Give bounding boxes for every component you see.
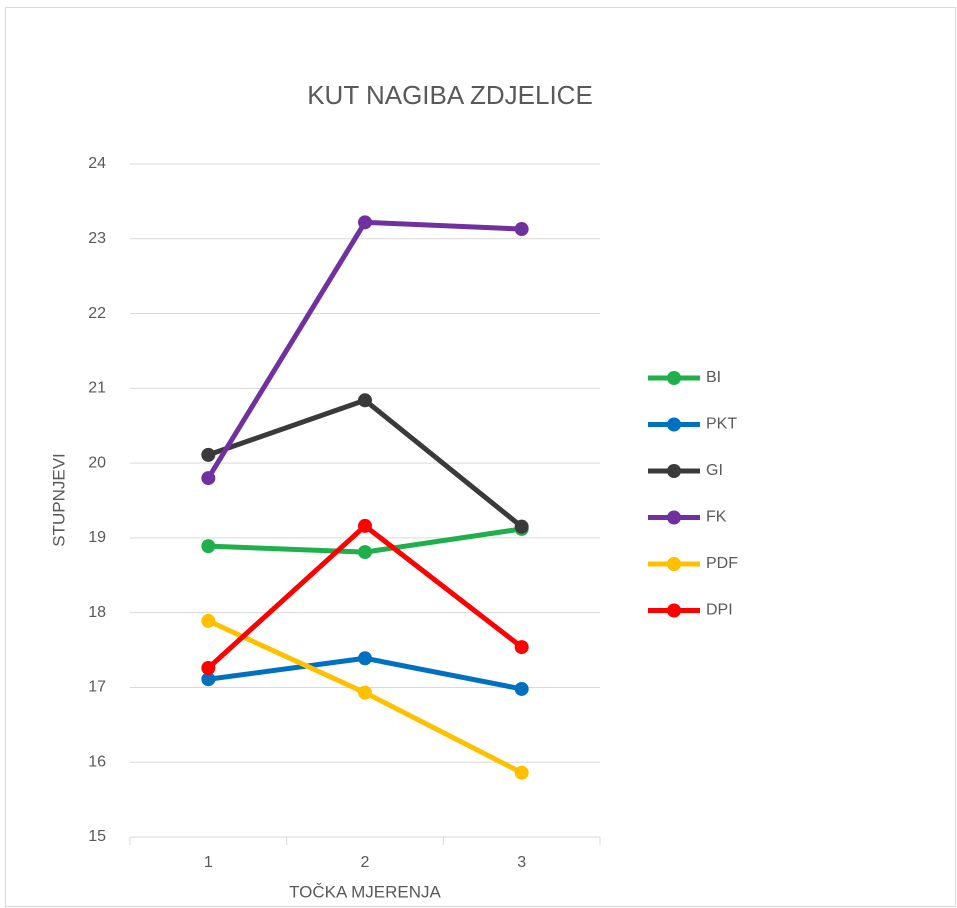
y-tick-label: 22 [88, 305, 106, 322]
legend-swatch-dot [667, 510, 681, 525]
legend-swatch-dot [667, 371, 681, 385]
y-tick-label: 16 [88, 753, 106, 770]
legend-label: PKT [706, 416, 737, 433]
x-axis-title: TOČKA MJERENJA [289, 882, 441, 901]
legend-swatch-dot [667, 464, 681, 478]
data-point [358, 545, 372, 560]
y-tick-label: 21 [88, 380, 106, 397]
y-tick-label: 17 [88, 679, 106, 696]
y-axis-title: STUPNJEVI [49, 453, 68, 547]
data-point [358, 685, 372, 700]
data-point [358, 651, 372, 666]
data-point [358, 393, 372, 408]
data-point [514, 222, 529, 237]
x-tick-label: 3 [517, 854, 526, 871]
legend-label: DPI [706, 602, 733, 619]
data-point [201, 672, 216, 687]
data-point [358, 215, 372, 230]
data-point [201, 661, 216, 676]
data-point [514, 765, 529, 780]
data-point [514, 519, 529, 534]
legend-label: FK [706, 509, 727, 526]
legend-label: PDF [706, 555, 738, 572]
chart-title: KUT NAGIBA ZDJELICE [307, 80, 593, 110]
y-tick-label: 15 [88, 828, 106, 845]
data-point [514, 640, 529, 655]
y-tick-label: 19 [88, 529, 106, 546]
chart-border [5, 7, 956, 907]
y-tick-label: 24 [88, 155, 106, 172]
data-point [514, 681, 529, 696]
data-point [201, 471, 216, 486]
x-tick-label: 2 [361, 854, 370, 871]
data-point [201, 447, 216, 462]
legend-swatch-dot [667, 417, 681, 432]
y-tick-label: 23 [88, 230, 106, 247]
y-tick-label: 18 [88, 604, 106, 621]
data-point [201, 613, 216, 628]
legend-label: GI [706, 462, 723, 479]
data-point [201, 539, 216, 554]
legend-swatch-dot [667, 603, 681, 618]
legend-label: BI [706, 369, 721, 386]
y-tick-label: 20 [88, 454, 106, 471]
legend-swatch-dot [667, 557, 681, 571]
data-point [358, 518, 372, 533]
x-tick-label: 1 [204, 854, 213, 871]
